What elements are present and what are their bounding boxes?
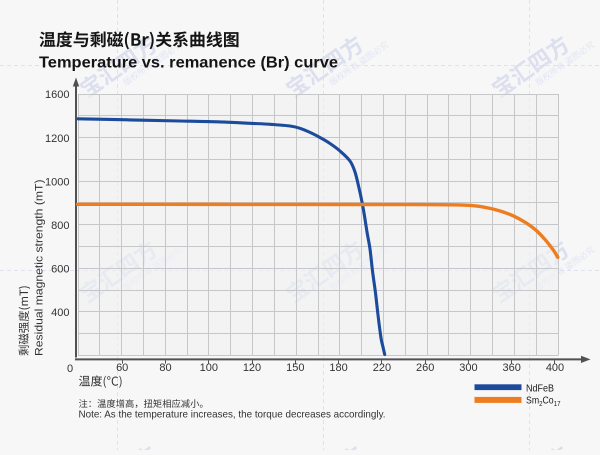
svg-text:1000: 1000: [45, 176, 69, 188]
svg-text:360: 360: [503, 362, 521, 374]
svg-text:120: 120: [243, 362, 261, 374]
svg-text:180: 180: [329, 362, 347, 374]
svg-text:260: 260: [416, 362, 434, 374]
svg-text:800: 800: [51, 220, 69, 232]
svg-text:300: 300: [459, 362, 477, 374]
svg-text:NdFeB: NdFeB: [526, 383, 554, 394]
svg-text:0: 0: [67, 363, 73, 375]
svg-text:80: 80: [159, 362, 171, 374]
svg-text:600: 600: [51, 263, 69, 275]
svg-text:1600: 1600: [45, 89, 69, 101]
svg-text:1200: 1200: [45, 133, 69, 145]
svg-text:220: 220: [373, 362, 391, 374]
svg-text:Sm2Co17: Sm2Co17: [526, 395, 561, 408]
svg-text:Note: As the temperature incre: Note: As the temperature increases, the …: [79, 409, 386, 421]
svg-text:Temperature vs. remanence (Br): Temperature vs. remanence (Br) curve: [39, 55, 338, 72]
svg-text:Residual magnetic strength (mT: Residual magnetic strength (mT): [33, 180, 45, 357]
svg-text:100: 100: [200, 362, 218, 374]
svg-text:60: 60: [116, 362, 128, 374]
svg-text:400: 400: [51, 307, 69, 319]
svg-text:400: 400: [546, 362, 564, 374]
svg-text:150: 150: [286, 362, 304, 374]
